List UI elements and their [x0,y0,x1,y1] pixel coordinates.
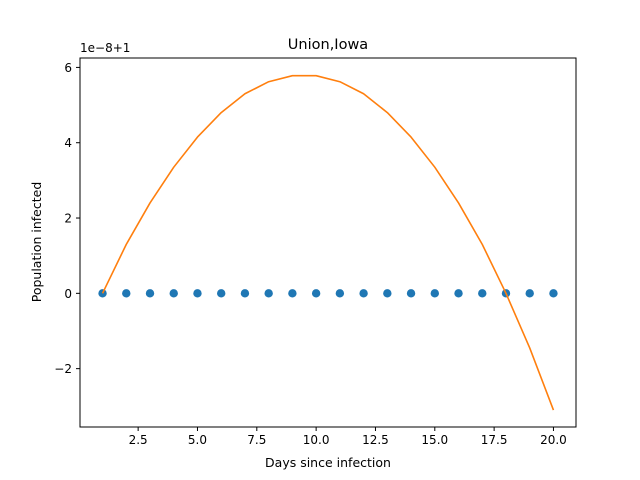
data-point [430,289,439,298]
y-tick-label: 2 [64,212,72,226]
x-tick-label: 7.5 [247,433,266,447]
data-point [383,289,392,298]
data-point [169,289,178,298]
data-point [288,289,297,298]
y-tick-label: 6 [64,61,72,75]
x-axis-label: Days since infection [265,455,391,470]
series-line [101,74,555,411]
x-tick-label: 10.0 [303,433,330,447]
y-tick-label: −2 [54,362,72,376]
y-offset-text: 1e−8+1 [80,41,130,55]
y-tick-label: 4 [64,136,72,150]
data-point [240,289,250,298]
x-tick-label: 17.5 [481,433,508,447]
data-point [193,289,202,298]
data-point [122,289,131,298]
plot-area [79,57,577,428]
chart-title: Union,Iowa [288,37,368,53]
x-tick-label: 20.0 [540,433,567,447]
x-tick-label: 5.0 [188,433,207,447]
data-point [311,289,321,298]
y-tick-label: 0 [64,287,72,301]
data-point [217,289,226,298]
axes-frame [79,57,577,428]
data-point [525,289,534,298]
data-point [549,289,558,298]
y-axis-label: Population infected [29,182,44,303]
data-point [335,289,345,298]
y-axis: −2 0 2 4 6 [54,61,80,376]
x-tick-label: 12.5 [362,433,389,447]
x-tick-label: 2.5 [129,433,148,447]
data-point [145,289,155,298]
data-point [359,289,368,298]
data-point [478,289,487,298]
data-point [406,289,416,298]
x-tick-label: 15.0 [421,433,448,447]
data-point [264,289,273,298]
data-point [454,289,463,298]
x-axis: 2.5 5.0 7.5 10.0 12.5 15.0 17.5 20.0 [129,427,567,447]
